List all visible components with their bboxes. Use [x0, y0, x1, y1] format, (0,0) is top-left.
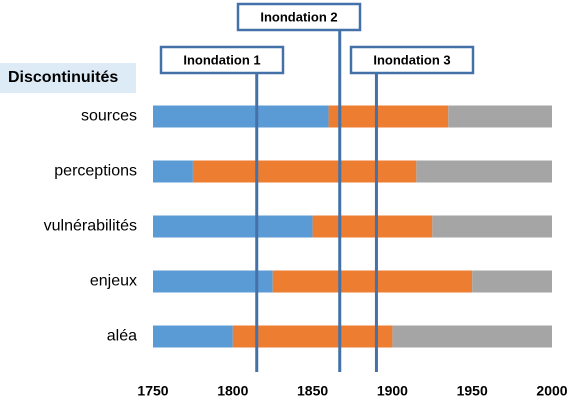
bar-segment	[153, 325, 233, 348]
category-label: aléa	[107, 328, 137, 345]
bar-segment	[153, 270, 273, 293]
annotation-box	[349, 45, 475, 75]
x-tick-label: 1750	[137, 383, 168, 399]
bar-segment	[392, 325, 552, 348]
category-label: perceptions	[54, 163, 137, 180]
category-label: enjeux	[90, 273, 137, 290]
bar-segment	[153, 160, 193, 183]
y-label: Discontinuités	[8, 69, 118, 86]
bar-segment	[328, 105, 449, 128]
bar-segment	[272, 270, 473, 293]
annotation-label: Inondation 1	[183, 52, 260, 67]
bar-segment	[153, 215, 313, 238]
x-tick-label: 1900	[377, 383, 408, 399]
bar-segment	[472, 270, 552, 293]
bar-segment	[448, 105, 552, 128]
bar-segment	[232, 325, 393, 348]
bar-segment	[432, 215, 552, 238]
x-tick-label: 2000	[536, 383, 567, 399]
y-label-box	[0, 63, 136, 93]
category-label: sources	[81, 108, 137, 125]
x-tick-label: 1850	[297, 383, 328, 399]
annotation-label: Inondation 2	[260, 9, 337, 24]
x-tick-label: 1950	[457, 383, 488, 399]
category-label: vulnérabilités	[44, 218, 137, 235]
bar-segment	[192, 160, 417, 183]
bar-segment	[153, 105, 329, 128]
x-tick-label: 1800	[217, 383, 248, 399]
annotation-label: Inondation 3	[373, 52, 450, 67]
bar-segment	[312, 215, 433, 238]
annotation-box	[159, 45, 285, 75]
bar-segment	[416, 160, 552, 183]
annotation-box	[236, 2, 362, 32]
